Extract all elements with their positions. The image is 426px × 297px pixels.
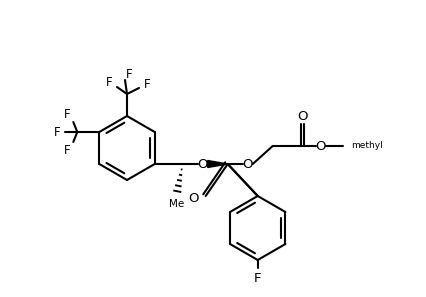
Text: F: F [64,143,70,157]
Text: Me: Me [169,199,184,209]
Text: F: F [253,271,261,285]
Text: methyl: methyl [350,141,382,151]
Text: O: O [188,192,198,205]
Text: F: F [64,108,70,121]
Polygon shape [207,160,227,168]
Text: O: O [315,140,325,152]
Text: F: F [125,67,132,80]
Text: O: O [197,157,207,170]
Text: O: O [242,157,252,170]
Text: F: F [54,126,60,138]
Text: F: F [106,75,112,89]
Text: O: O [297,110,307,122]
Text: F: F [144,78,150,91]
